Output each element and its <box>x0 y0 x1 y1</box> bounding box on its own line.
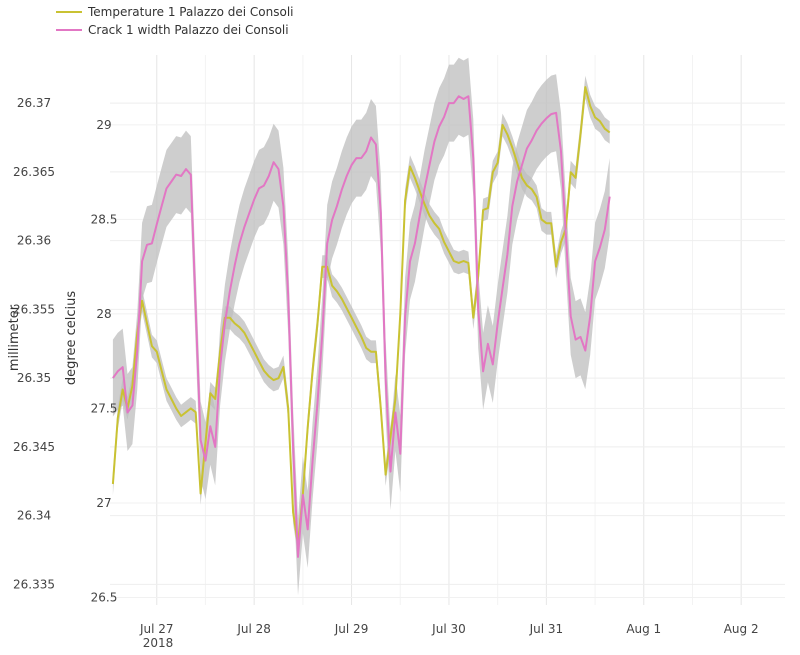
y-left-tick-label: 26.37 <box>17 96 51 110</box>
x-tick-label: Jul 28 <box>236 622 271 636</box>
y-axis-left-title: millimeter <box>7 304 22 371</box>
grid-lines <box>110 55 785 605</box>
x-tick-label: Jul 29 <box>334 622 369 636</box>
series-0-line <box>111 86 611 546</box>
y-right-tick-label: 29 <box>96 118 111 132</box>
y-left-tick-label: 26.36 <box>17 234 51 248</box>
y-left-tick-label: 26.35 <box>17 371 51 385</box>
y-left-tick-label: 26.345 <box>13 440 55 454</box>
y-left-tick-label: 26.34 <box>17 509 51 523</box>
legend-label-crack: Crack 1 width Palazzo dei Consoli <box>88 23 289 37</box>
y-left-tick-label: 26.335 <box>13 577 55 591</box>
x-tick-label: Jul 27 <box>139 622 174 636</box>
tick-labels: Jul 27 Jul 28 Jul 29 Jul 30 Jul 31 Aug 1 Aug 2… <box>13 96 759 636</box>
legend-label-temperature: Temperature 1 Palazzo dei Consoli <box>87 5 294 19</box>
y-axis-right-title: degree celcius <box>64 291 79 385</box>
series-layer <box>111 57 611 596</box>
x-tick-label: Jul 30 <box>431 622 466 636</box>
y-left-tick-label: 26.355 <box>13 302 55 316</box>
x-tick-label: Aug 1 <box>626 622 661 636</box>
x-tick-label: Jul 31 <box>529 622 564 636</box>
y-right-tick-label: 28 <box>96 307 111 321</box>
y-right-tick-label: 26.5 <box>91 590 118 604</box>
series-1-band <box>112 57 610 596</box>
x-tick-label: Aug 2 <box>724 622 759 636</box>
y-left-tick-label: 26.365 <box>13 165 55 179</box>
legend: Temperature 1 Palazzo dei Consoli Crack … <box>56 5 294 37</box>
x-axis-year-label: 2018 <box>143 636 174 650</box>
y-right-tick-label: 27 <box>96 496 111 510</box>
series-1-line <box>112 95 611 558</box>
y-right-tick-label: 27.5 <box>91 401 118 415</box>
y-right-tick-label: 28.5 <box>91 212 118 226</box>
